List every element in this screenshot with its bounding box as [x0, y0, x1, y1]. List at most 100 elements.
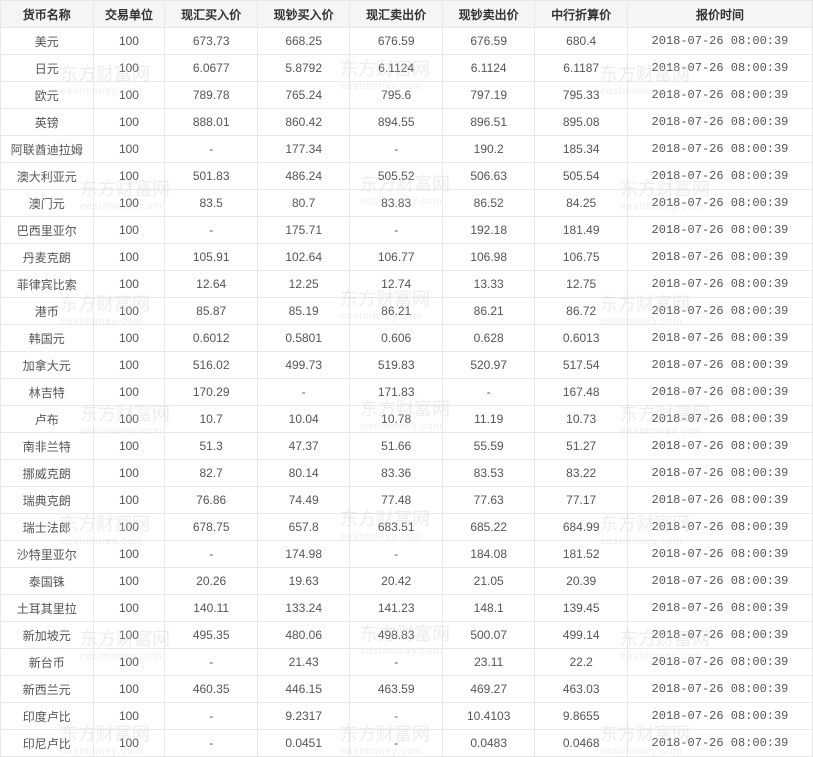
value-cell: 480.06	[257, 622, 350, 649]
currency-name-cell: 林吉特	[1, 379, 94, 406]
value-cell: 100	[93, 217, 165, 244]
value-cell: 77.63	[442, 487, 535, 514]
value-cell: 894.55	[350, 109, 443, 136]
quote-time-cell: 2018-07-26 08:00:39	[627, 217, 812, 244]
table-row: 印度卢比100-9.2317-10.41039.86552018-07-26 0…	[1, 703, 813, 730]
value-cell: 6.0677	[165, 55, 258, 82]
value-cell: 100	[93, 271, 165, 298]
exchange-rate-table-wrap: 东方财富网eastmoney.com东方财富网eastmoney.com东方财富…	[0, 0, 813, 757]
value-cell: 100	[93, 568, 165, 595]
quote-time-cell: 2018-07-26 08:00:39	[627, 433, 812, 460]
header-cell: 现汇买入价	[165, 1, 258, 28]
value-cell: 685.22	[442, 514, 535, 541]
value-cell: 100	[93, 352, 165, 379]
value-cell: 6.1187	[535, 55, 628, 82]
quote-time-cell: 2018-07-26 08:00:39	[627, 298, 812, 325]
value-cell: 100	[93, 622, 165, 649]
value-cell: 100	[93, 325, 165, 352]
value-cell: 888.01	[165, 109, 258, 136]
header-cell: 现钞买入价	[257, 1, 350, 28]
value-cell: 100	[93, 244, 165, 271]
value-cell: 0.606	[350, 325, 443, 352]
table-row: 新西兰元100460.35446.15463.59469.27463.03201…	[1, 676, 813, 703]
value-cell: 181.52	[535, 541, 628, 568]
value-cell: 86.21	[350, 298, 443, 325]
value-cell: 896.51	[442, 109, 535, 136]
value-cell: 0.0451	[257, 730, 350, 757]
value-cell: 0.0483	[442, 730, 535, 757]
table-row: 港币10085.8785.1986.2186.2186.722018-07-26…	[1, 298, 813, 325]
currency-name-cell: 瑞典克朗	[1, 487, 94, 514]
quote-time-cell: 2018-07-26 08:00:39	[627, 379, 812, 406]
header-cell: 现汇卖出价	[350, 1, 443, 28]
value-cell: 100	[93, 163, 165, 190]
currency-name-cell: 印尼卢比	[1, 730, 94, 757]
value-cell: 516.02	[165, 352, 258, 379]
value-cell: 100	[93, 109, 165, 136]
header-cell: 货币名称	[1, 1, 94, 28]
quote-time-cell: 2018-07-26 08:00:39	[627, 676, 812, 703]
value-cell: 501.83	[165, 163, 258, 190]
value-cell: 797.19	[442, 82, 535, 109]
quote-time-cell: 2018-07-26 08:00:39	[627, 730, 812, 757]
value-cell: 190.2	[442, 136, 535, 163]
value-cell: 167.48	[535, 379, 628, 406]
quote-time-cell: 2018-07-26 08:00:39	[627, 703, 812, 730]
value-cell: 86.21	[442, 298, 535, 325]
value-cell: 80.14	[257, 460, 350, 487]
quote-time-cell: 2018-07-26 08:00:39	[627, 55, 812, 82]
header-cell: 现钞卖出价	[442, 1, 535, 28]
value-cell: -	[350, 136, 443, 163]
value-cell: 100	[93, 730, 165, 757]
quote-time-cell: 2018-07-26 08:00:39	[627, 568, 812, 595]
currency-name-cell: 加拿大元	[1, 352, 94, 379]
value-cell: 100	[93, 55, 165, 82]
value-cell: 76.86	[165, 487, 258, 514]
value-cell: -	[165, 730, 258, 757]
value-cell: 499.14	[535, 622, 628, 649]
value-cell: 106.75	[535, 244, 628, 271]
currency-name-cell: 澳大利亚元	[1, 163, 94, 190]
value-cell: 80.7	[257, 190, 350, 217]
value-cell: 85.19	[257, 298, 350, 325]
value-cell: 51.27	[535, 433, 628, 460]
value-cell: 10.04	[257, 406, 350, 433]
value-cell: 20.42	[350, 568, 443, 595]
table-row: 澳大利亚元100501.83486.24505.52506.63505.5420…	[1, 163, 813, 190]
value-cell: 77.48	[350, 487, 443, 514]
value-cell: 100	[93, 595, 165, 622]
value-cell: 517.54	[535, 352, 628, 379]
value-cell: 47.37	[257, 433, 350, 460]
value-cell: 500.07	[442, 622, 535, 649]
quote-time-cell: 2018-07-26 08:00:39	[627, 28, 812, 55]
quote-time-cell: 2018-07-26 08:00:39	[627, 595, 812, 622]
value-cell: 83.5	[165, 190, 258, 217]
quote-time-cell: 2018-07-26 08:00:39	[627, 190, 812, 217]
value-cell: 10.78	[350, 406, 443, 433]
value-cell: -	[257, 379, 350, 406]
currency-name-cell: 阿联酋迪拉姆	[1, 136, 94, 163]
quote-time-cell: 2018-07-26 08:00:39	[627, 109, 812, 136]
value-cell: 100	[93, 298, 165, 325]
currency-name-cell: 新西兰元	[1, 676, 94, 703]
quote-time-cell: 2018-07-26 08:00:39	[627, 163, 812, 190]
value-cell: 100	[93, 703, 165, 730]
value-cell: 77.17	[535, 487, 628, 514]
value-cell: 105.91	[165, 244, 258, 271]
quote-time-cell: 2018-07-26 08:00:39	[627, 271, 812, 298]
value-cell: 100	[93, 406, 165, 433]
value-cell: 184.08	[442, 541, 535, 568]
currency-name-cell: 印度卢比	[1, 703, 94, 730]
value-cell: 678.75	[165, 514, 258, 541]
value-cell: 102.64	[257, 244, 350, 271]
header-cell: 交易单位	[93, 1, 165, 28]
value-cell: 100	[93, 460, 165, 487]
value-cell: 463.59	[350, 676, 443, 703]
currency-name-cell: 土耳其里拉	[1, 595, 94, 622]
value-cell: 19.63	[257, 568, 350, 595]
value-cell: 171.83	[350, 379, 443, 406]
value-cell: 0.6012	[165, 325, 258, 352]
value-cell: 676.59	[442, 28, 535, 55]
currency-name-cell: 南非兰特	[1, 433, 94, 460]
value-cell: 85.87	[165, 298, 258, 325]
